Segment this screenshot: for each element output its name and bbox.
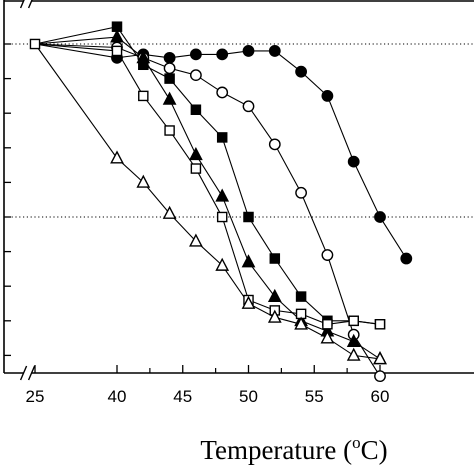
data-point-filled-circle [242, 45, 255, 57]
data-point-open-circle [374, 370, 386, 383]
data-point-open-square [164, 125, 175, 136]
data-point-filled-circle [216, 48, 229, 61]
data-point-open-triangle [162, 205, 177, 219]
data-point-filled-circle [268, 45, 281, 57]
x-tick-label: 25 [26, 387, 45, 406]
data-point-open-square [348, 315, 359, 327]
x-axis-break-mark [19, 365, 28, 381]
series-markers-filled-triangle [110, 29, 387, 365]
data-point-filled-square [164, 73, 175, 84]
x-tick-label: 55 [305, 387, 324, 406]
top-axis-break-mark [27, 0, 33, 9]
data-point-open-circle [295, 186, 307, 199]
data-point-open-square [374, 319, 386, 330]
data-point-filled-triangle [267, 288, 282, 302]
data-point-filled-triangle [189, 146, 203, 161]
data-point-filled-circle [295, 65, 307, 78]
data-point-filled-triangle [162, 91, 177, 105]
data-point-filled-circle [374, 211, 386, 223]
data-point-open-triangle [320, 330, 335, 344]
series-layer [29, 21, 413, 383]
data-point-filled-square [190, 104, 202, 115]
tick-labels: 25 40 45 50 55 60 [26, 387, 390, 406]
data-point-filled-circle [189, 48, 202, 61]
series-line-filled-circle [34, 43, 407, 259]
x-tick-label: 60 [371, 387, 390, 406]
series-line-open-square [34, 43, 381, 325]
series-markers-open-triangle [110, 150, 387, 365]
data-point-open-circle [321, 249, 334, 261]
data-point-open-square [111, 45, 123, 57]
series-markers-filled-circle [111, 45, 413, 265]
top-axis-break-mark [19, 0, 25, 9]
series-open-square [34, 43, 381, 325]
data-point-open-square [138, 90, 149, 102]
data-point-open-triangle [215, 257, 230, 271]
reference-lines [4, 43, 474, 218]
series-line-filled-triangle [34, 36, 381, 360]
series-markers-open-square [111, 45, 386, 330]
data-point-filled-triangle [110, 29, 124, 43]
x-axis-break-mark [27, 365, 36, 381]
data-point-open-circle [268, 138, 281, 151]
data-point-filled-triangle [215, 188, 230, 202]
series-line-filled-square [34, 26, 381, 325]
data-point-open-triangle [189, 233, 203, 247]
x-tick-label: 50 [239, 387, 258, 406]
data-point-open-circle [242, 100, 255, 113]
data-point-open-triangle [136, 174, 151, 188]
data-point-filled-circle [347, 155, 360, 168]
data-point-open-circle [163, 62, 176, 75]
data-point-filled-square [295, 291, 307, 302]
data-point-open-triangle [241, 295, 256, 309]
data-point-open-circle [216, 86, 229, 99]
data-point-filled-square [216, 132, 228, 143]
series-filled-triangle [34, 36, 381, 360]
data-point-filled-triangle [136, 50, 151, 64]
data-point-open-triangle [267, 309, 282, 323]
data-point-open-triangle [373, 351, 387, 365]
data-point-filled-square [269, 253, 281, 264]
series-filled-square [34, 26, 381, 325]
x-axis-title-suffix: C) [361, 435, 388, 465]
data-point-filled-circle [163, 51, 176, 64]
x-axis-title: Temperature (oC) [200, 433, 387, 465]
series-markers-filled-square [111, 21, 386, 330]
data-point-filled-square [243, 211, 254, 223]
data-point-open-square [29, 38, 41, 50]
x-axis-title-superscript: o [352, 433, 361, 452]
series-filled-circle [34, 43, 407, 259]
data-point-filled-triangle [241, 254, 256, 268]
data-point-open-circle [189, 69, 202, 82]
data-point-open-triangle [346, 347, 361, 361]
x-tick-label: 45 [173, 387, 192, 406]
data-point-filled-triangle [346, 333, 361, 347]
data-point-open-square [216, 211, 228, 223]
data-point-filled-circle [321, 90, 334, 102]
data-point-open-triangle [110, 150, 124, 164]
data-point-open-square [190, 163, 202, 174]
data-point-open-triangle [294, 316, 308, 330]
axes [3, 0, 474, 381]
data-point-open-square [322, 319, 333, 330]
data-point-filled-circle [400, 252, 413, 265]
x-tick-label: 40 [108, 387, 127, 406]
